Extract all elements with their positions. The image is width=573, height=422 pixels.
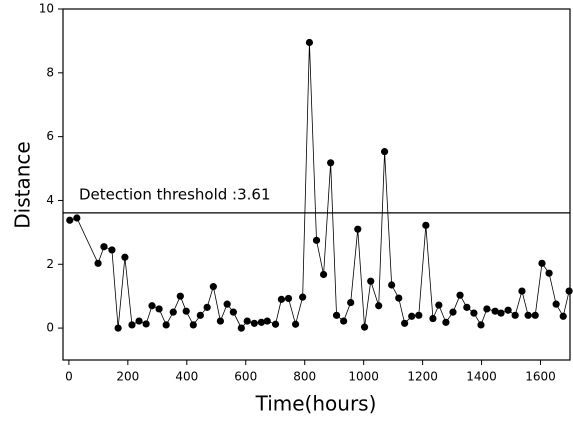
data-point xyxy=(162,321,170,329)
data-point xyxy=(121,253,129,261)
data-point xyxy=(271,320,280,328)
data-point xyxy=(229,308,237,316)
x-tick-label: 400 xyxy=(175,370,198,384)
y-tick-label: 6 xyxy=(46,129,54,143)
data-point xyxy=(347,298,355,307)
data-point xyxy=(263,317,271,325)
data-point xyxy=(538,259,546,267)
data-point xyxy=(237,324,245,332)
data-point xyxy=(319,270,328,279)
data-point xyxy=(135,317,143,325)
data-point xyxy=(380,148,389,156)
data-point xyxy=(408,312,416,320)
data-point xyxy=(395,294,403,302)
y-tick-label: 4 xyxy=(46,193,54,207)
data-point xyxy=(504,306,512,314)
data-point xyxy=(128,321,136,329)
data-point xyxy=(415,311,423,319)
data-point xyxy=(491,307,499,315)
data-point xyxy=(182,307,190,315)
data-point xyxy=(176,292,184,300)
data-point xyxy=(216,317,225,325)
data-point xyxy=(545,269,553,277)
data-point xyxy=(291,320,300,328)
data-point xyxy=(442,318,450,326)
data-point xyxy=(429,314,437,323)
y-axis-label: Distance xyxy=(11,141,35,228)
data-point xyxy=(340,317,348,325)
data-point xyxy=(518,287,526,295)
data-point xyxy=(435,301,443,309)
data-point xyxy=(312,236,321,244)
data-point xyxy=(305,38,314,47)
data-point xyxy=(470,309,478,317)
data-point xyxy=(552,300,560,308)
data-point xyxy=(360,323,369,331)
data-point xyxy=(257,318,265,326)
data-point xyxy=(250,319,258,327)
data-point xyxy=(524,311,532,319)
data-point xyxy=(189,321,197,329)
data-point xyxy=(463,303,471,311)
data-point xyxy=(449,308,457,316)
data-point xyxy=(223,300,231,308)
data-point xyxy=(354,225,362,233)
data-point xyxy=(94,259,102,267)
x-tick-label: 200 xyxy=(116,370,139,384)
data-point xyxy=(565,287,573,295)
data-point xyxy=(100,243,108,251)
data-point xyxy=(169,308,177,316)
y-tick-label: 10 xyxy=(39,2,54,16)
data-point xyxy=(511,311,519,319)
data-point xyxy=(284,294,293,303)
y-tick-label: 8 xyxy=(46,65,54,79)
data-point xyxy=(332,311,341,319)
x-tick-label: 1200 xyxy=(407,370,438,384)
data-point xyxy=(148,302,156,310)
data-point xyxy=(73,214,81,222)
y-tick-label: 0 xyxy=(46,321,54,335)
data-point xyxy=(477,321,485,329)
data-point xyxy=(142,320,150,328)
threshold-label: Detection threshold :3.61 xyxy=(79,185,271,203)
x-axis-label: Time(hours) xyxy=(255,392,377,416)
data-point xyxy=(114,324,122,332)
data-point xyxy=(497,309,505,317)
data-point xyxy=(483,305,491,313)
data-point xyxy=(531,311,539,319)
x-tick-label: 1600 xyxy=(525,370,556,384)
data-point xyxy=(456,291,464,299)
data-point xyxy=(203,303,211,311)
data-point xyxy=(327,159,335,167)
data-point xyxy=(401,319,409,327)
data-point xyxy=(299,293,307,301)
data-point xyxy=(388,281,396,289)
data-point xyxy=(375,302,383,310)
y-tick-label: 2 xyxy=(46,257,54,271)
x-tick-label: 1000 xyxy=(348,370,379,384)
data-point xyxy=(559,312,567,320)
x-tick-label: 800 xyxy=(293,370,316,384)
data-point xyxy=(66,216,74,224)
data-point xyxy=(277,295,286,303)
data-point xyxy=(422,221,430,229)
data-point xyxy=(155,305,163,313)
plot-frame xyxy=(62,8,571,361)
data-point xyxy=(196,311,204,319)
data-point xyxy=(108,246,116,254)
x-tick-label: 0 xyxy=(65,370,73,384)
x-tick-label: 600 xyxy=(234,370,257,384)
data-point xyxy=(243,317,251,325)
x-tick-label: 1400 xyxy=(466,370,497,384)
data-point xyxy=(209,283,217,291)
data-point xyxy=(367,277,375,285)
